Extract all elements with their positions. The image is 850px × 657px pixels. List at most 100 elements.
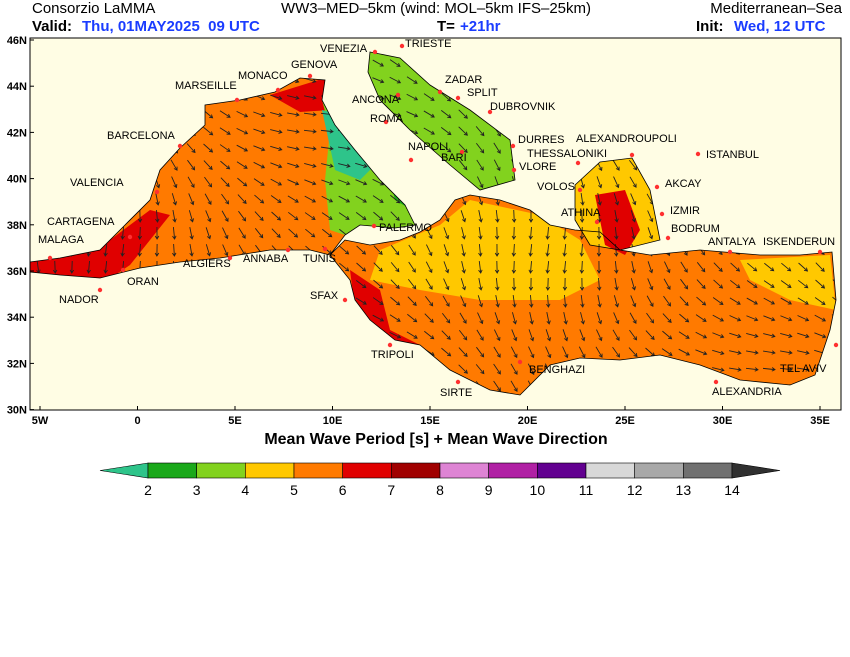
direction-arrow — [814, 314, 827, 322]
direction-arrow — [254, 211, 264, 222]
direction-arrow — [695, 331, 708, 339]
zone-red — [350, 270, 420, 350]
direction-arrow — [203, 160, 213, 171]
zone-green — [368, 52, 515, 190]
city-label: ZADAR — [445, 74, 482, 86]
direction-arrow — [355, 212, 367, 221]
step: +21hr — [460, 18, 501, 35]
direction-arrow — [205, 227, 212, 240]
city-label: MALAGA — [38, 234, 85, 246]
direction-arrow — [614, 278, 619, 291]
direction-arrow — [236, 144, 249, 152]
direction-arrow — [562, 277, 568, 291]
direction-arrow — [630, 278, 636, 291]
city-label: ANTALYA — [708, 236, 756, 248]
direction-arrow — [629, 329, 638, 341]
colorbar-label: 10 — [530, 482, 546, 498]
direction-arrow — [408, 261, 416, 273]
direction-arrow — [578, 346, 586, 359]
direction-arrow — [322, 228, 333, 238]
model: WW3–MED–5km (wind: MOL–5km IFS–25km) — [281, 0, 591, 17]
direction-arrow — [763, 297, 776, 305]
direction-arrow — [562, 226, 567, 240]
direction-arrow — [476, 346, 485, 358]
direction-arrow — [186, 143, 196, 154]
direction-arrow — [797, 367, 810, 372]
direction-arrow — [596, 260, 602, 274]
direction-arrow — [493, 159, 501, 172]
colorbar-box — [634, 462, 684, 479]
direction-arrow — [579, 329, 586, 342]
direction-arrow — [271, 211, 282, 221]
city-dot — [713, 379, 719, 385]
city-label: SPLIT — [467, 87, 498, 99]
direction-arrow — [443, 244, 450, 257]
direction-arrow — [661, 348, 673, 356]
direction-arrow — [529, 294, 534, 308]
direction-arrow — [495, 295, 500, 308]
lat-label: 36N — [7, 266, 27, 278]
direction-arrow — [730, 279, 741, 289]
direction-arrow — [270, 129, 283, 134]
direction-arrow — [528, 209, 534, 223]
direction-arrow — [746, 297, 758, 305]
direction-arrow — [528, 243, 533, 257]
direction-arrow — [596, 329, 603, 342]
direction-arrow — [155, 193, 160, 206]
direction-arrow — [662, 330, 673, 340]
city-dot — [307, 73, 313, 79]
lon-label: 15E — [420, 415, 440, 427]
city-label: BODRUM — [671, 223, 720, 235]
direction-arrow — [596, 312, 603, 325]
direction-arrow — [338, 212, 350, 220]
direction-arrow — [729, 315, 742, 322]
lat-label: 32N — [7, 358, 27, 370]
lat-label: 42N — [7, 127, 27, 139]
direction-arrow — [321, 163, 334, 168]
direction-arrow — [647, 210, 654, 223]
direction-arrow — [696, 262, 706, 273]
direction-arrow — [678, 331, 690, 339]
direction-arrow — [730, 262, 741, 272]
city-label: VLORE — [519, 161, 556, 173]
lon-label: 10E — [323, 415, 343, 427]
direction-arrow — [236, 161, 248, 169]
direction-arrow — [493, 363, 501, 375]
direction-arrow — [406, 76, 418, 84]
direction-arrow — [815, 262, 825, 272]
lat-label: 40N — [7, 174, 27, 186]
direction-arrow — [304, 95, 317, 100]
direction-arrow — [304, 163, 317, 168]
direction-arrow — [597, 209, 602, 223]
direction-arrow — [546, 312, 551, 325]
direction-arrow — [221, 193, 230, 205]
init-label: Init: — [696, 18, 724, 35]
city-dot — [455, 95, 461, 101]
direction-arrow — [237, 177, 248, 187]
city-label: BENGHAZI — [529, 364, 585, 376]
city-dot — [459, 149, 465, 155]
direction-arrow — [596, 226, 602, 240]
direction-arrow — [631, 261, 636, 274]
direction-arrow — [254, 228, 264, 239]
direction-arrow — [423, 127, 435, 135]
direction-arrow — [545, 346, 552, 359]
direction-arrow — [390, 296, 401, 306]
direction-arrow — [458, 364, 468, 374]
direction-arrow — [763, 315, 776, 322]
direction-arrow — [713, 262, 723, 272]
direction-arrow — [425, 278, 433, 290]
direction-arrow — [389, 331, 402, 339]
direction-arrow — [628, 347, 638, 358]
frame — [29, 37, 842, 411]
direction-arrow — [695, 349, 708, 356]
direction-arrow — [612, 346, 621, 358]
direction-arrow — [203, 126, 214, 136]
direction-arrow — [338, 195, 351, 203]
direction-arrow — [425, 261, 433, 274]
direction-arrow — [798, 262, 809, 272]
city-dot — [371, 223, 377, 229]
city-label: ALEXANDRIA — [712, 386, 782, 398]
direction-arrow — [355, 195, 367, 203]
direction-arrow — [562, 329, 569, 342]
